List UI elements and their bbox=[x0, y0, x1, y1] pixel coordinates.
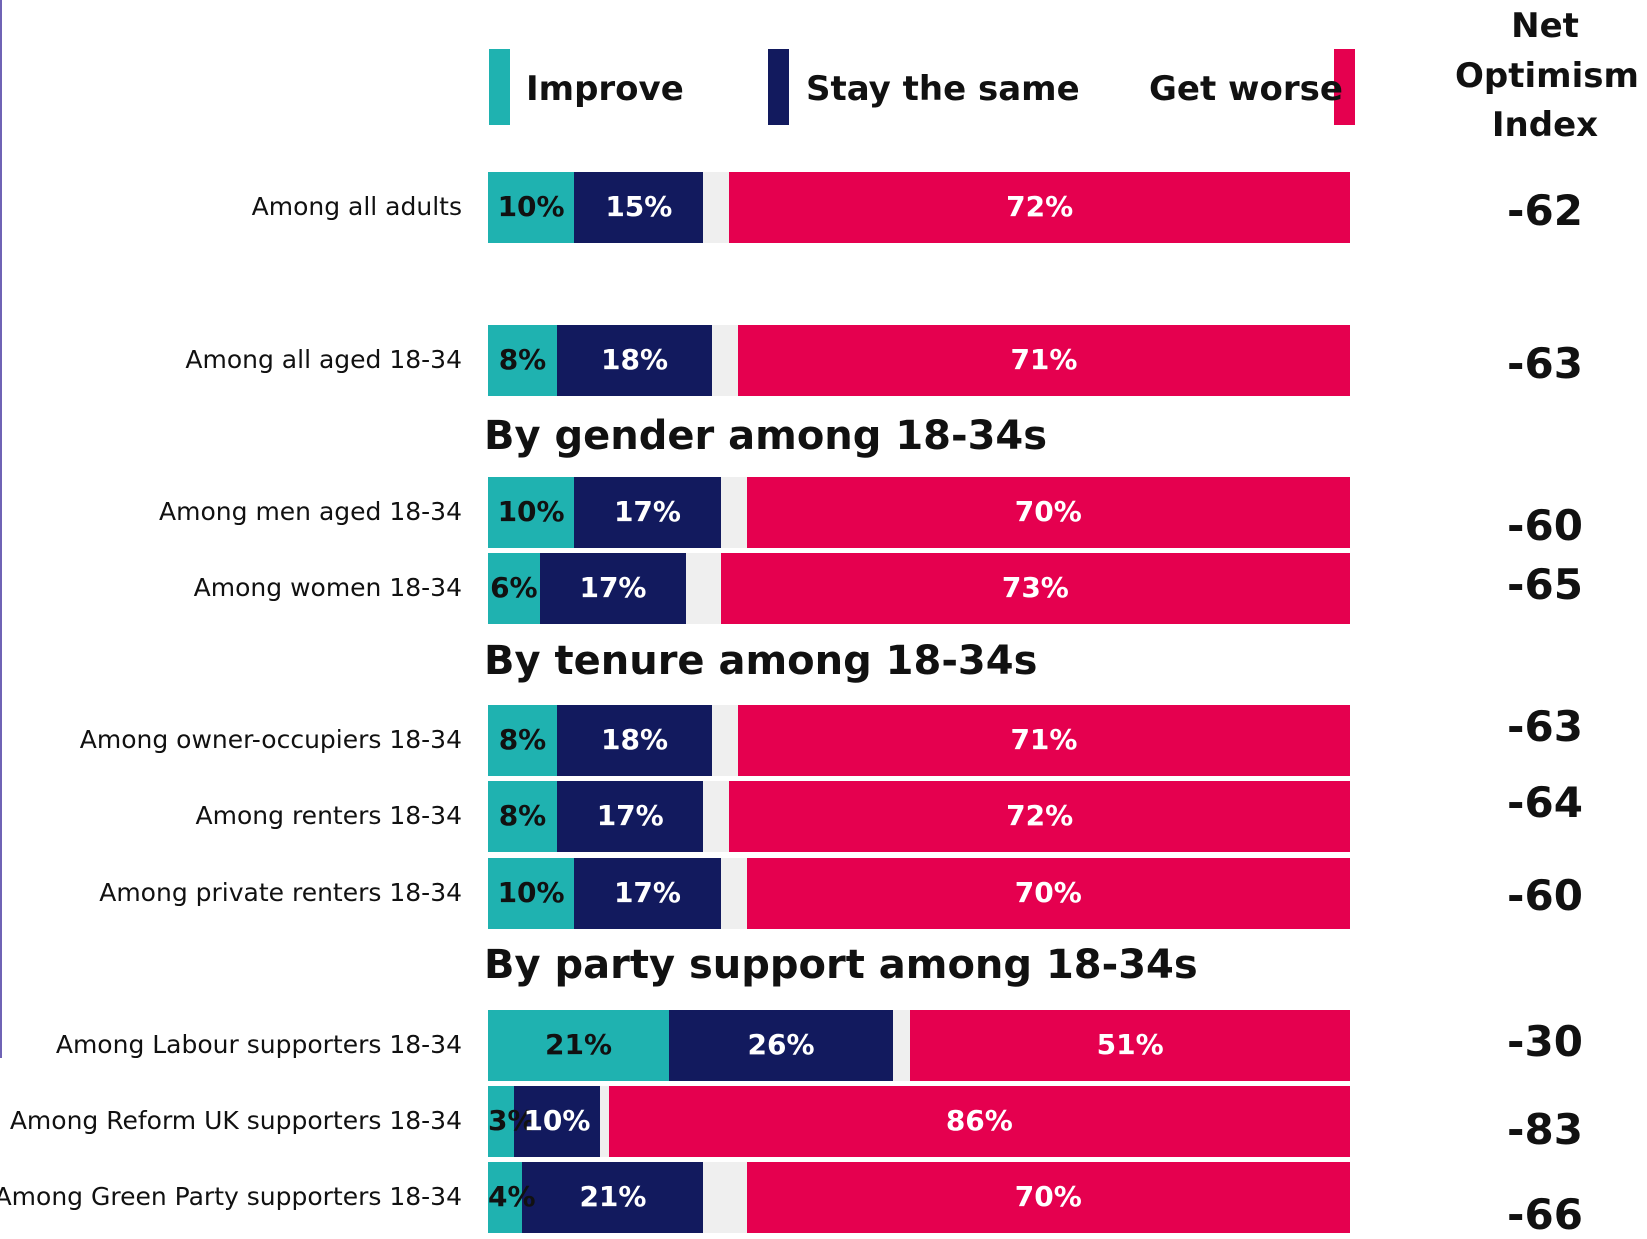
bar-segment-same bbox=[574, 858, 721, 929]
bar-segment-same bbox=[522, 1162, 704, 1233]
data-label-same: 26% bbox=[747, 1028, 815, 1061]
net-optimism-value: -66 bbox=[1507, 1190, 1583, 1239]
data-label-worse: 70% bbox=[1014, 876, 1082, 909]
data-label-worse: 71% bbox=[1010, 723, 1078, 756]
bar-segment-worse bbox=[746, 477, 1350, 548]
data-label-worse: 72% bbox=[1006, 799, 1074, 832]
data-label-improve: 4% bbox=[488, 1180, 536, 1213]
net-optimism-value: -63 bbox=[1507, 702, 1583, 751]
data-label-same: 18% bbox=[601, 343, 669, 376]
section-heading: By gender among 18-34s bbox=[484, 413, 1048, 459]
bar-segment-worse bbox=[608, 1086, 1350, 1157]
legend-swatch-improve bbox=[489, 49, 510, 125]
bar-segment-same bbox=[556, 781, 704, 852]
bar-segment-worse bbox=[729, 172, 1350, 243]
row-label: Among renters 18-34 bbox=[195, 801, 462, 830]
data-label-same: 17% bbox=[613, 495, 681, 528]
data-label-improve: 21% bbox=[544, 1028, 613, 1061]
bar-segment-improve bbox=[488, 1010, 670, 1081]
net-optimism-value: -30 bbox=[1507, 1017, 1583, 1066]
bar-segment-improve bbox=[488, 858, 575, 929]
data-label-same: 17% bbox=[579, 571, 647, 604]
data-label-same: 17% bbox=[613, 876, 681, 909]
bar-segment-same bbox=[574, 477, 721, 548]
row-label: Among owner-occupiers 18-34 bbox=[79, 725, 462, 754]
net-index-header-line-1: Net bbox=[1511, 6, 1579, 46]
data-label-worse: 73% bbox=[1001, 571, 1069, 604]
bar-segment-improve bbox=[488, 1162, 523, 1233]
row-label: Among Reform UK supporters 18-34 bbox=[9, 1106, 462, 1135]
bar-segment-improve bbox=[488, 1086, 514, 1157]
bar-segment-worse bbox=[737, 705, 1350, 776]
bar-segment-same bbox=[556, 325, 713, 396]
row-label: Among Green Party supporters 18-34 bbox=[0, 1182, 462, 1211]
legend-swatch-same bbox=[768, 49, 789, 125]
data-label-worse: 71% bbox=[1010, 343, 1078, 376]
data-label-worse: 70% bbox=[1014, 1180, 1082, 1213]
data-label-improve: 10% bbox=[497, 876, 565, 909]
data-label-worse: 72% bbox=[1006, 190, 1074, 223]
data-label-improve: 10% bbox=[497, 495, 565, 528]
net-optimism-value: -83 bbox=[1507, 1105, 1583, 1154]
net-optimism-value: -64 bbox=[1507, 778, 1583, 827]
bar-segment-improve bbox=[488, 172, 575, 243]
bar-segment-improve bbox=[488, 325, 557, 396]
data-label-worse: 86% bbox=[945, 1104, 1013, 1137]
legend-label-worse: Get worse bbox=[1149, 69, 1343, 109]
row-label: Among men aged 18-34 bbox=[159, 497, 462, 526]
section-heading: By party support among 18-34s bbox=[484, 942, 1198, 988]
net-optimism-value: -62 bbox=[1507, 186, 1583, 235]
section-heading: By tenure among 18-34s bbox=[484, 638, 1038, 684]
row-label: Among all aged 18-34 bbox=[185, 345, 462, 374]
data-label-same: 10% bbox=[523, 1104, 591, 1137]
data-label-improve: 6% bbox=[490, 571, 538, 604]
bar-segment-improve bbox=[488, 477, 575, 548]
bar-segment-worse bbox=[746, 858, 1350, 929]
bar-segment-same bbox=[669, 1010, 894, 1081]
row-label: Among Labour supporters 18-34 bbox=[55, 1030, 462, 1059]
data-label-improve: 8% bbox=[498, 343, 547, 376]
data-label-improve: 8% bbox=[498, 799, 547, 832]
net-optimism-value: -65 bbox=[1507, 560, 1583, 609]
bar-segment-worse bbox=[746, 1162, 1350, 1233]
legend-label-same: Stay the same bbox=[806, 69, 1080, 109]
net-index-header-line-3: Index bbox=[1491, 105, 1599, 145]
bar-segment-worse bbox=[720, 553, 1350, 624]
row-label: Among private renters 18-34 bbox=[99, 878, 462, 907]
data-label-same: 18% bbox=[601, 723, 669, 756]
data-label-improve: 3% bbox=[488, 1104, 536, 1137]
data-label-worse: 70% bbox=[1014, 495, 1082, 528]
bar-segment-worse bbox=[729, 781, 1350, 852]
data-label-worse: 51% bbox=[1096, 1028, 1164, 1061]
legend-swatch-worse bbox=[1334, 49, 1355, 125]
bar-segment-improve bbox=[488, 705, 557, 776]
bar-segment-same bbox=[556, 705, 713, 776]
bar-segment-same bbox=[513, 1086, 601, 1157]
bar-segment-worse bbox=[910, 1010, 1350, 1081]
data-label-same: 17% bbox=[596, 799, 664, 832]
bar-segment-same bbox=[539, 553, 687, 624]
data-label-same: 15% bbox=[605, 190, 673, 223]
data-label-improve: 8% bbox=[498, 723, 547, 756]
data-label-same: 21% bbox=[579, 1180, 647, 1213]
row-label: Among all adults bbox=[251, 192, 462, 221]
bar-segment-worse bbox=[737, 325, 1350, 396]
legend-label-improve: Improve bbox=[526, 69, 684, 109]
left-edge-line bbox=[0, 0, 2, 1058]
net-index-header-line-2: Optimism bbox=[1455, 56, 1639, 96]
bar-segment-improve bbox=[488, 781, 557, 852]
bar-segment-same bbox=[574, 172, 704, 243]
net-optimism-value: -63 bbox=[1507, 339, 1583, 388]
net-optimism-value: -60 bbox=[1507, 501, 1583, 550]
row-label: Among women 18-34 bbox=[193, 573, 462, 602]
data-label-improve: 10% bbox=[497, 190, 565, 223]
bar-segment-improve bbox=[488, 553, 540, 624]
net-optimism-value: -60 bbox=[1507, 871, 1583, 920]
